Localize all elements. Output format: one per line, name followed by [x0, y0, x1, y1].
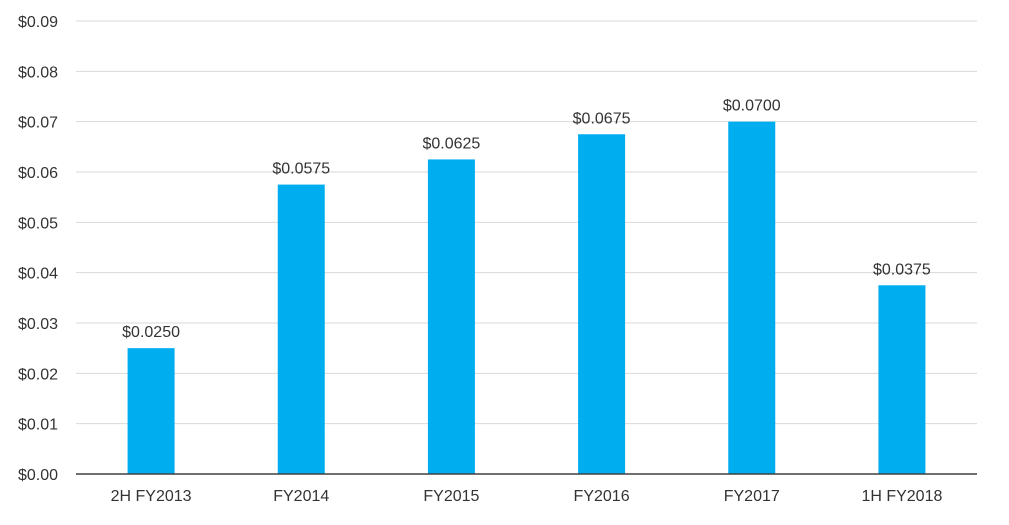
- y-tick-label: $0.09: [18, 14, 58, 31]
- bar: [427, 159, 475, 474]
- y-tick-label: $0.06: [18, 165, 58, 182]
- y-tick-label: $0.08: [18, 64, 58, 81]
- data-labels: $0.0250 $0.0575 $0.0625 $0.0675 $0.0700 $0.03…: [122, 98, 931, 341]
- data-label: $0.0375: [873, 261, 931, 278]
- data-label: $0.0675: [573, 110, 631, 127]
- y-tick-label: $0.05: [18, 215, 58, 232]
- x-tick-label: FY2014: [273, 488, 329, 505]
- x-tick-label: 2H FY2013: [111, 488, 192, 505]
- y-tick-label: $0.07: [18, 115, 58, 132]
- data-label: $0.0250: [122, 324, 180, 341]
- bars: [127, 121, 926, 475]
- y-axis-tick-labels: $0.00 $0.01 $0.02 $0.03 $0.04 $0.05 $0.06 $0.07…: [18, 14, 58, 484]
- y-tick-label: $0.02: [18, 366, 58, 383]
- y-tick-label: $0.03: [18, 316, 58, 333]
- bar: [578, 134, 626, 474]
- x-tick-label: 1H FY2018: [861, 488, 942, 505]
- y-tick-label: $0.01: [18, 417, 58, 434]
- y-tick-label: $0.04: [18, 266, 58, 283]
- y-tick-label: $0.00: [18, 467, 58, 484]
- data-label: $0.0700: [723, 98, 781, 115]
- x-tick-label: FY2017: [724, 488, 780, 505]
- data-label: $0.0625: [422, 135, 480, 152]
- bar: [127, 348, 175, 474]
- gridlines: [76, 20, 977, 425]
- x-axis-tick-labels: 2H FY2013 FY2014 FY2015 FY2016 FY2017 1H FY20…: [111, 488, 943, 505]
- bar: [728, 121, 776, 475]
- bar: [878, 285, 926, 474]
- x-tick-label: FY2016: [574, 488, 630, 505]
- data-label: $0.0575: [272, 161, 330, 178]
- x-tick-label: FY2015: [423, 488, 479, 505]
- bar: [277, 184, 325, 475]
